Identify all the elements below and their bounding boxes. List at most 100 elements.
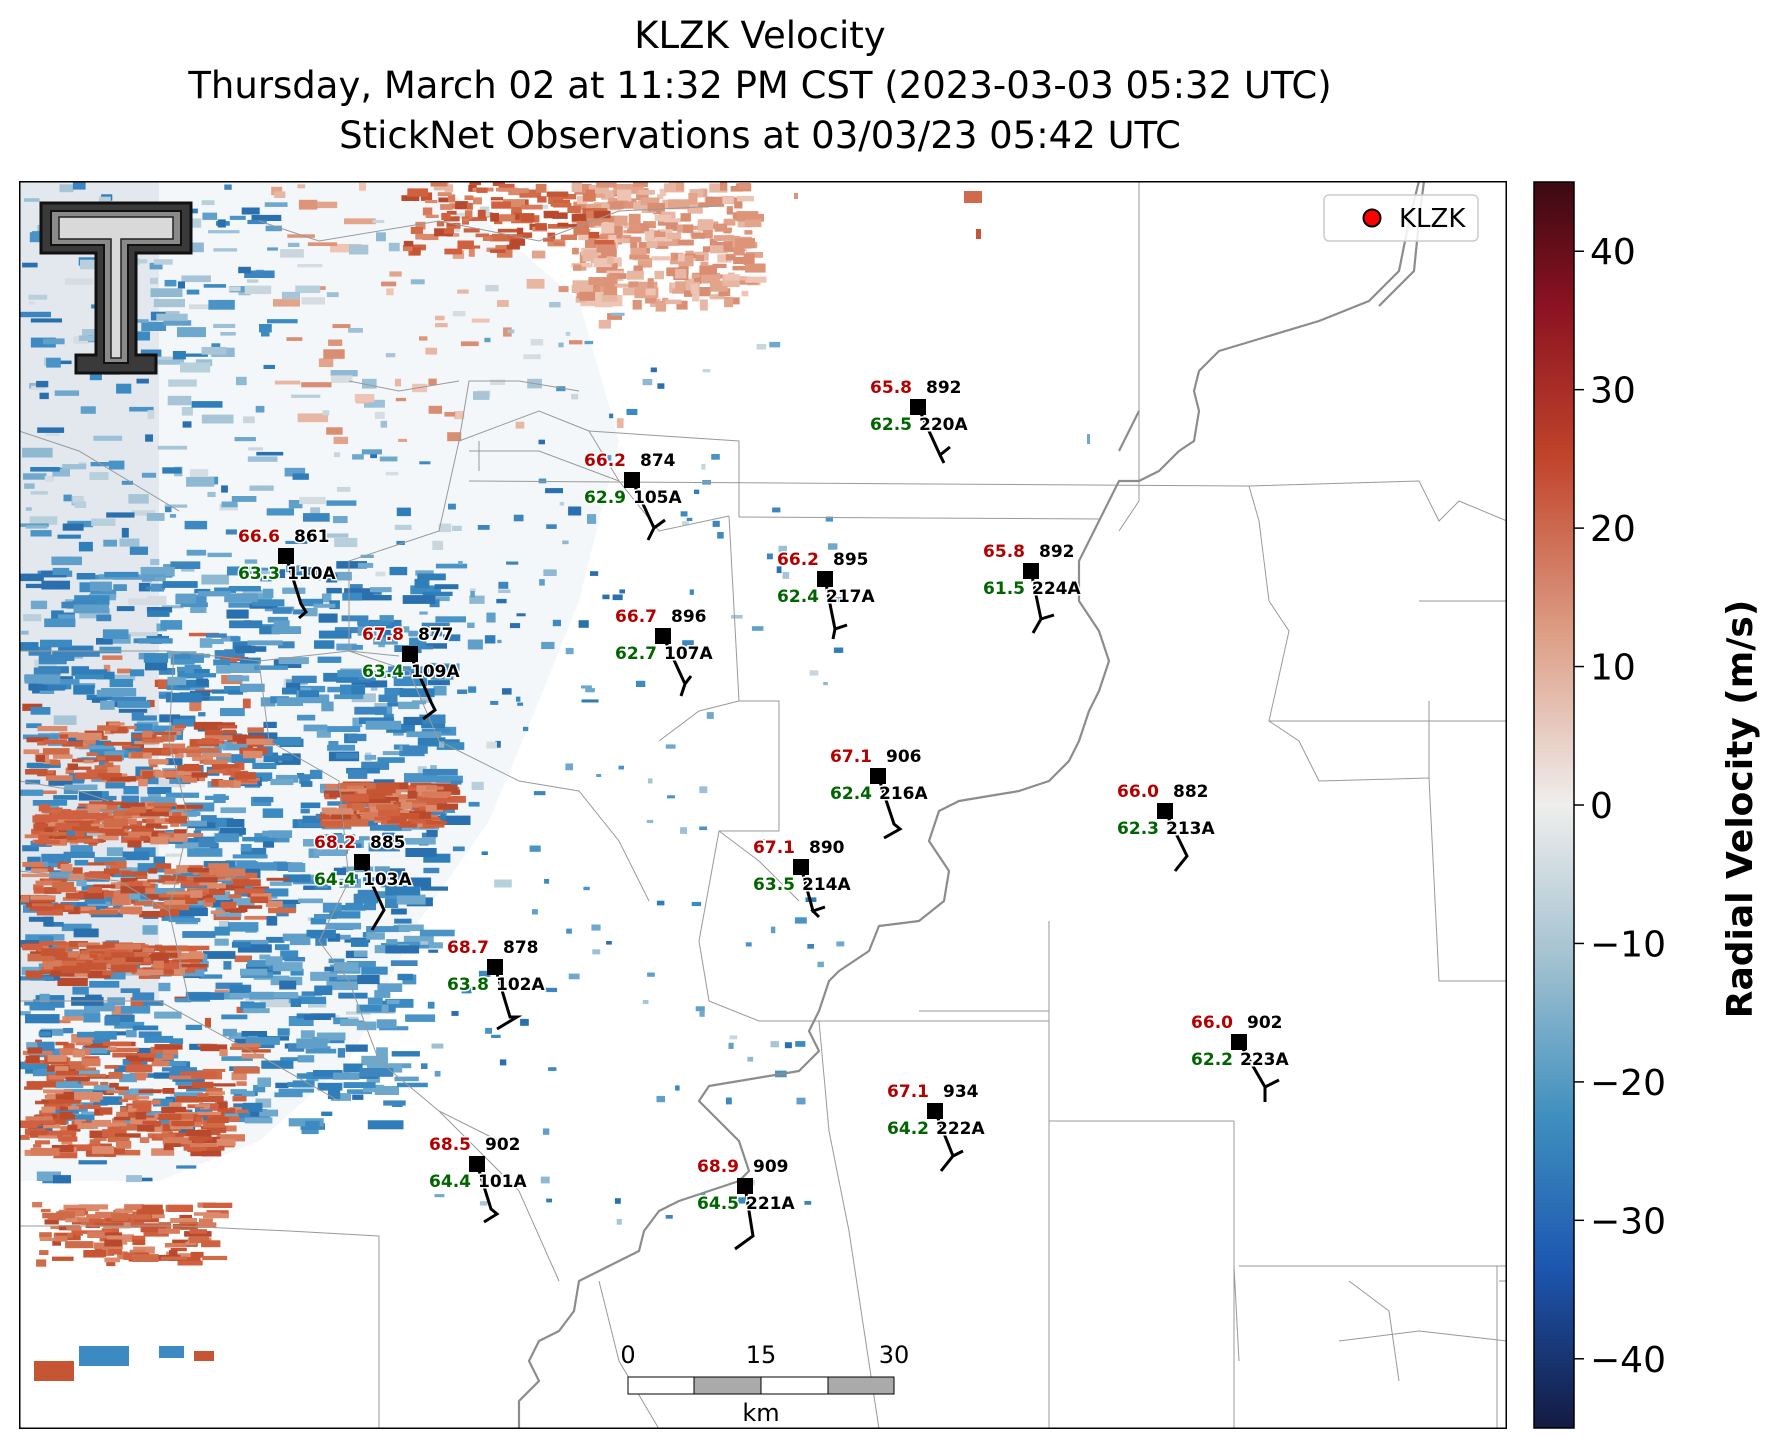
station-id-label: 102A <box>496 975 545 995</box>
dewpoint-label: 62.4 <box>830 784 872 804</box>
temperature-label: 67.8 <box>362 625 404 645</box>
wind-barb <box>1163 810 1189 872</box>
dewpoint-label: 63.3 <box>238 564 280 584</box>
map-frame <box>19 181 1507 1429</box>
station-marker <box>793 859 809 875</box>
scale-label-30: 30 <box>879 1341 910 1369</box>
dewpoint-label: 64.5 <box>697 1194 739 1214</box>
wind-barb <box>408 653 437 721</box>
station-105A: 66.2 874 62.9 105A <box>583 450 684 541</box>
station-id-label: 216A <box>879 784 928 804</box>
dewpoint-label: 63.4 <box>362 662 404 682</box>
station-216A: 67.1 906 62.4 216A <box>829 746 930 840</box>
station-marker <box>1231 1034 1247 1050</box>
station-marker <box>402 646 418 662</box>
station-id-label: 105A <box>633 488 682 508</box>
station-107A: 66.7 896 62.7 107A <box>614 606 715 697</box>
station-marker <box>910 399 926 415</box>
legend-label: KLZK <box>1399 204 1466 234</box>
dewpoint-label: 62.5 <box>870 415 912 435</box>
station-id-label: 224A <box>1032 579 1081 599</box>
pressure-label: 877 <box>418 625 454 645</box>
pressure-label: 890 <box>809 838 845 858</box>
colorbar-tick-label: −30 <box>1590 1201 1666 1242</box>
wind-barb <box>799 866 826 919</box>
station-id-label: 223A <box>1240 1050 1289 1070</box>
station-id-label: 220A <box>919 415 968 435</box>
map-legend: KLZK <box>1323 194 1479 242</box>
colorbar-ticks: 40 30 20 10 0 −10 −20 −30 −40 <box>1574 232 1666 1381</box>
station-marker <box>354 854 370 870</box>
colorbar-tick-label: −10 <box>1590 924 1666 965</box>
dewpoint-label: 62.7 <box>615 644 657 664</box>
radar-site-marker <box>1362 208 1382 228</box>
dewpoint-label: 62.3 <box>1117 819 1159 839</box>
wind-barb <box>475 1163 500 1224</box>
station-marker <box>655 628 671 644</box>
sticknet-stations: 65.8 892 62.5 220A 66.2 874 62.9 105A 66.6 861 63.… <box>237 377 1291 1251</box>
station-103A: 68.2 885 64.4 103A <box>313 832 414 931</box>
temperature-label: 66.6 <box>238 527 280 547</box>
station-marker <box>278 548 294 564</box>
station-id-label: 214A <box>802 875 851 895</box>
scale-unit: km <box>742 1399 779 1427</box>
pressure-label: 882 <box>1173 782 1209 802</box>
temperature-label: 67.1 <box>830 747 872 767</box>
station-marker <box>469 1156 485 1172</box>
title-line-2: Thursday, March 02 at 11:32 PM CST (2023… <box>188 64 1332 107</box>
station-217A: 66.2 895 62.4 217A <box>776 549 877 640</box>
station-110A: 66.6 861 63.3 110A <box>237 526 338 620</box>
dewpoint-label: 62.4 <box>777 587 819 607</box>
station-102A: 68.7 878 63.8 102A <box>446 937 547 1031</box>
wind-barb <box>734 1185 755 1251</box>
dewpoint-label: 64.4 <box>429 1172 471 1192</box>
colorbar-label: Radial Velocity (m/s) <box>1720 600 1761 1019</box>
pressure-label: 902 <box>1247 1013 1283 1033</box>
station-marker <box>1023 563 1039 579</box>
station-id-label: 109A <box>411 662 460 682</box>
wind-barb <box>876 775 903 840</box>
station-id-label: 107A <box>664 644 713 664</box>
station-marker <box>817 571 833 587</box>
title-line-1: KLZK Velocity <box>634 14 886 57</box>
colorbar-tick-label: 30 <box>1590 371 1636 412</box>
temperature-label: 66.0 <box>1191 1013 1233 1033</box>
station-marker <box>624 472 640 488</box>
wind-barb <box>661 635 693 697</box>
station-id-label: 213A <box>1166 819 1215 839</box>
temperature-label: 68.7 <box>447 938 489 958</box>
station-213A: 66.0 882 62.3 213A <box>1116 781 1217 872</box>
dewpoint-label: 64.4 <box>314 870 356 890</box>
temperature-label: 67.1 <box>887 1082 929 1102</box>
temperature-label: 68.5 <box>429 1135 471 1155</box>
station-id-label: 221A <box>746 1194 795 1214</box>
pressure-label: 878 <box>503 938 539 958</box>
pressure-label: 902 <box>485 1135 521 1155</box>
colorbar-tick-label: 20 <box>1590 509 1636 550</box>
station-id-label: 110A <box>287 564 336 584</box>
dewpoint-label: 61.5 <box>983 579 1025 599</box>
pressure-label: 934 <box>943 1082 979 1102</box>
colorbar-tick-label: 40 <box>1590 232 1636 273</box>
station-marker <box>927 1103 943 1119</box>
temperature-label: 65.8 <box>870 378 912 398</box>
scale-label-15: 15 <box>746 1341 777 1369</box>
temperature-label: 67.1 <box>753 838 795 858</box>
station-id-label: 217A <box>826 587 875 607</box>
station-223A: 66.0 902 62.2 223A <box>1190 1012 1291 1102</box>
pressure-label: 895 <box>833 550 869 570</box>
station-101A: 68.5 902 64.4 101A <box>428 1134 529 1224</box>
station-109A: 67.8 877 63.4 109A <box>361 624 462 721</box>
colorbar-tick-label: −40 <box>1590 1340 1666 1381</box>
pressure-label: 892 <box>1039 542 1075 562</box>
station-marker <box>870 768 886 784</box>
station-222A: 67.1 934 64.2 222A <box>886 1081 987 1172</box>
dewpoint-label: 64.2 <box>887 1119 929 1139</box>
wind-barb <box>630 479 666 541</box>
pressure-label: 906 <box>886 747 922 767</box>
temperature-label: 66.2 <box>584 451 626 471</box>
temperature-label: 66.7 <box>615 607 657 627</box>
wind-barb <box>360 861 386 931</box>
pressure-label: 896 <box>671 607 707 627</box>
county-boundaries <box>19 181 1507 1429</box>
